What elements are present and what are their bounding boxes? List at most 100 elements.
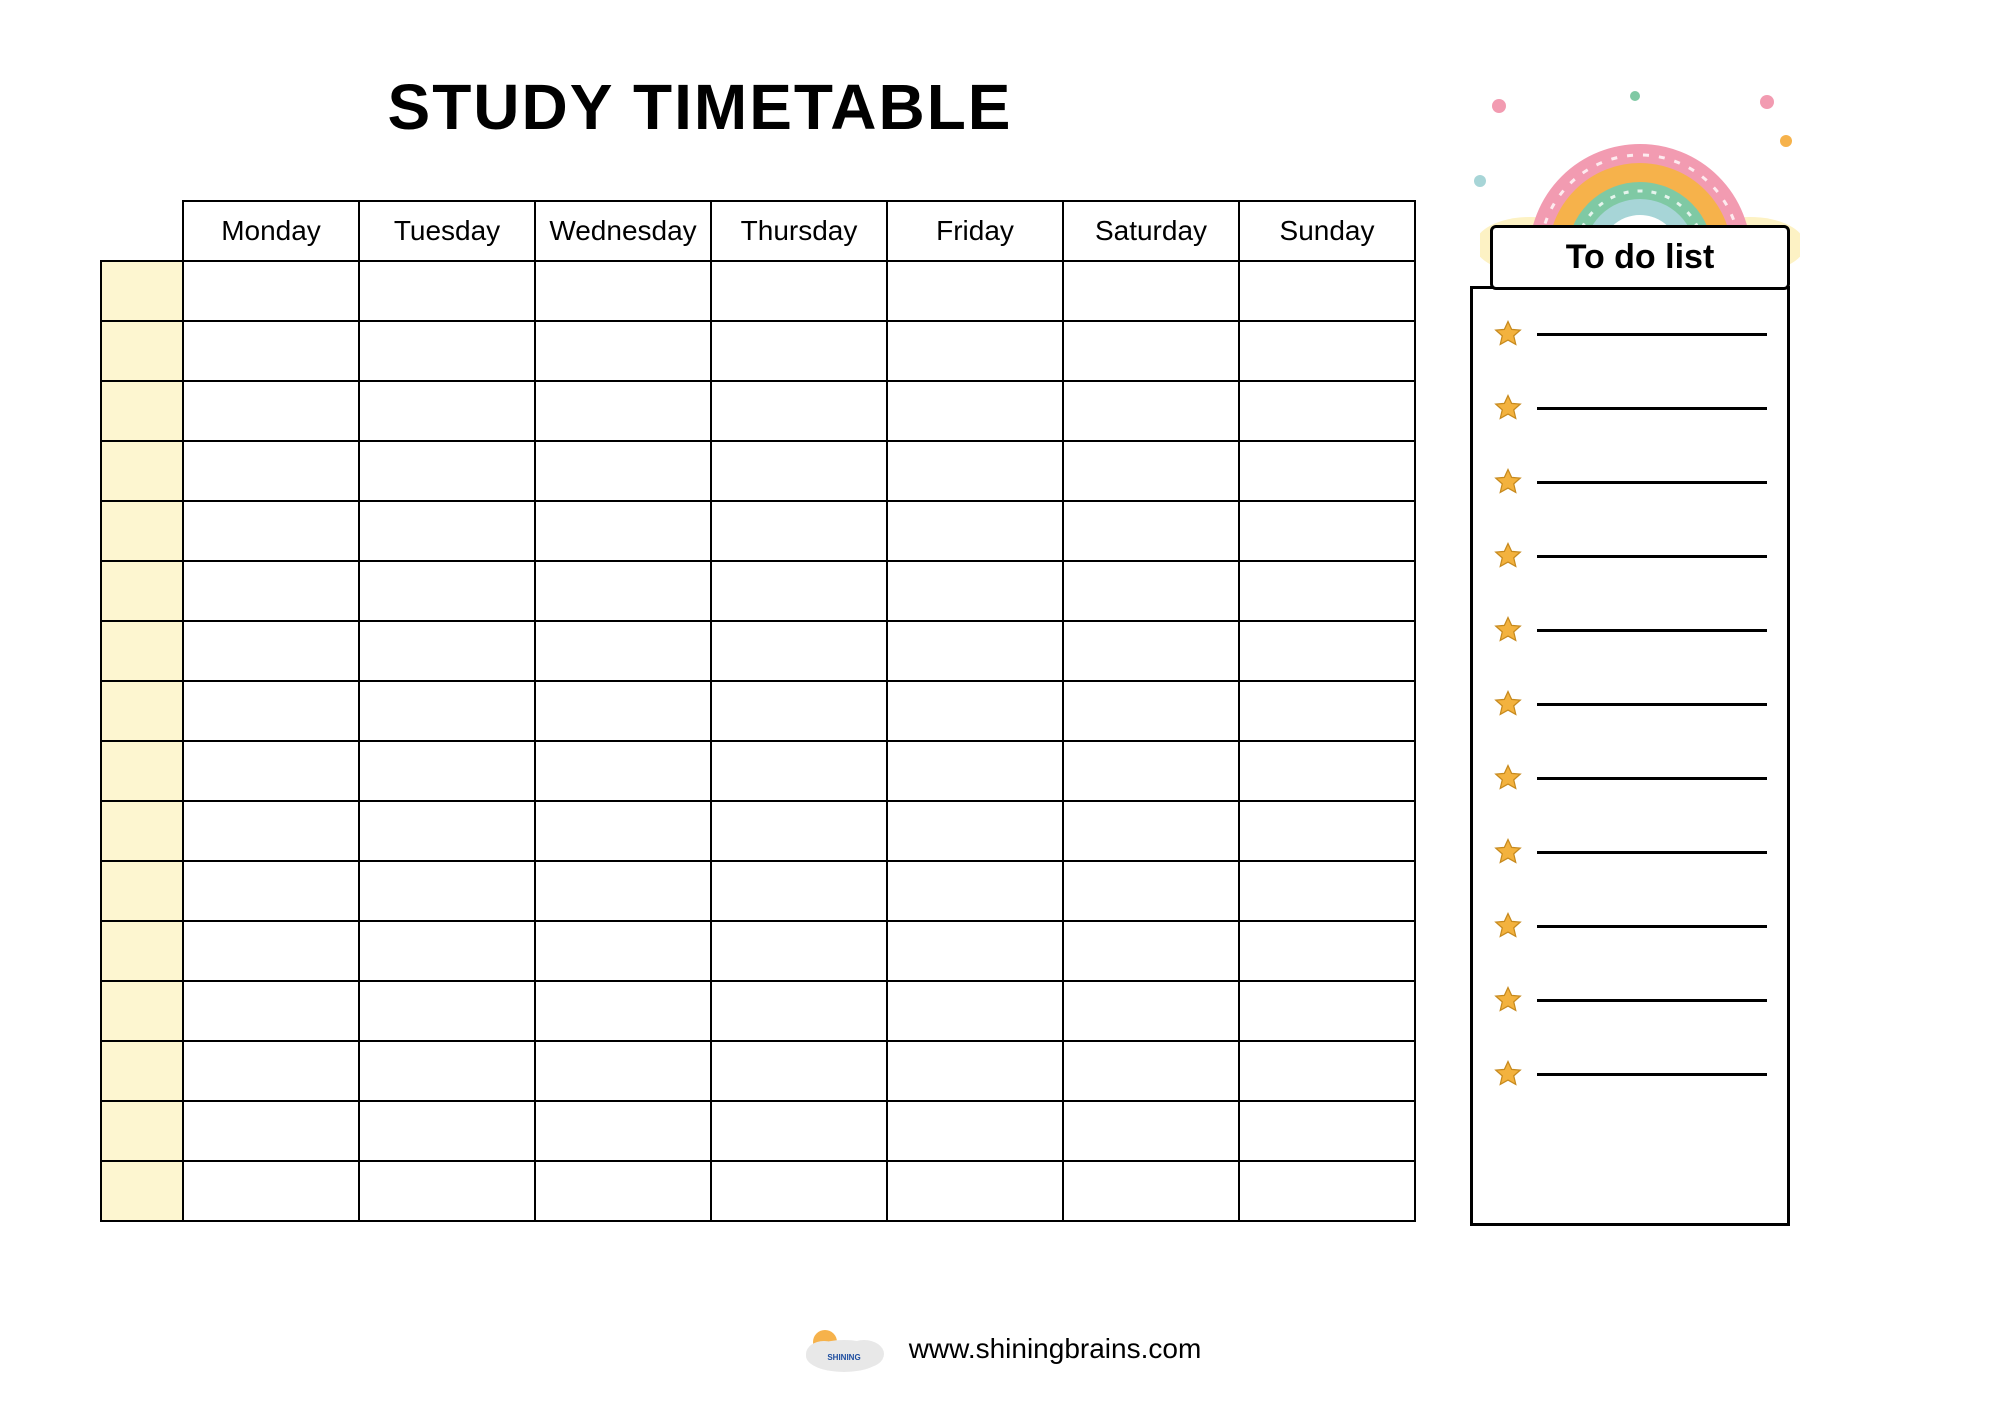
schedule-cell[interactable] xyxy=(887,681,1063,741)
schedule-cell[interactable] xyxy=(535,561,711,621)
schedule-cell[interactable] xyxy=(887,981,1063,1041)
schedule-cell[interactable] xyxy=(711,1041,887,1101)
time-cell[interactable] xyxy=(101,261,183,321)
todo-line[interactable] xyxy=(1537,555,1767,558)
todo-line[interactable] xyxy=(1537,925,1767,928)
schedule-cell[interactable] xyxy=(711,261,887,321)
todo-line[interactable] xyxy=(1537,851,1767,854)
schedule-cell[interactable] xyxy=(711,381,887,441)
schedule-cell[interactable] xyxy=(1239,801,1415,861)
schedule-cell[interactable] xyxy=(711,1101,887,1161)
schedule-cell[interactable] xyxy=(183,621,359,681)
schedule-cell[interactable] xyxy=(1239,741,1415,801)
schedule-cell[interactable] xyxy=(887,261,1063,321)
schedule-cell[interactable] xyxy=(359,561,535,621)
schedule-cell[interactable] xyxy=(1239,381,1415,441)
schedule-cell[interactable] xyxy=(535,921,711,981)
todo-item[interactable] xyxy=(1493,615,1767,645)
todo-item[interactable] xyxy=(1493,911,1767,941)
schedule-cell[interactable] xyxy=(1239,321,1415,381)
schedule-cell[interactable] xyxy=(887,621,1063,681)
todo-item[interactable] xyxy=(1493,763,1767,793)
schedule-cell[interactable] xyxy=(183,1041,359,1101)
schedule-cell[interactable] xyxy=(1239,861,1415,921)
schedule-cell[interactable] xyxy=(711,681,887,741)
schedule-cell[interactable] xyxy=(359,261,535,321)
todo-line[interactable] xyxy=(1537,481,1767,484)
todo-line[interactable] xyxy=(1537,777,1767,780)
todo-line[interactable] xyxy=(1537,333,1767,336)
schedule-cell[interactable] xyxy=(711,501,887,561)
schedule-cell[interactable] xyxy=(183,681,359,741)
schedule-cell[interactable] xyxy=(183,741,359,801)
schedule-cell[interactable] xyxy=(887,861,1063,921)
schedule-cell[interactable] xyxy=(535,621,711,681)
time-cell[interactable] xyxy=(101,1101,183,1161)
schedule-cell[interactable] xyxy=(887,921,1063,981)
schedule-cell[interactable] xyxy=(1239,1041,1415,1101)
schedule-cell[interactable] xyxy=(183,861,359,921)
todo-line[interactable] xyxy=(1537,1073,1767,1076)
schedule-cell[interactable] xyxy=(183,321,359,381)
schedule-cell[interactable] xyxy=(359,921,535,981)
schedule-cell[interactable] xyxy=(359,621,535,681)
schedule-cell[interactable] xyxy=(1063,1101,1239,1161)
time-cell[interactable] xyxy=(101,861,183,921)
schedule-cell[interactable] xyxy=(711,921,887,981)
schedule-cell[interactable] xyxy=(887,441,1063,501)
time-cell[interactable] xyxy=(101,1041,183,1101)
schedule-cell[interactable] xyxy=(1239,501,1415,561)
schedule-cell[interactable] xyxy=(535,861,711,921)
schedule-cell[interactable] xyxy=(711,321,887,381)
schedule-cell[interactable] xyxy=(183,1161,359,1221)
schedule-cell[interactable] xyxy=(359,1101,535,1161)
schedule-cell[interactable] xyxy=(535,381,711,441)
time-cell[interactable] xyxy=(101,561,183,621)
schedule-cell[interactable] xyxy=(1063,261,1239,321)
schedule-cell[interactable] xyxy=(1063,321,1239,381)
schedule-cell[interactable] xyxy=(711,801,887,861)
schedule-cell[interactable] xyxy=(359,501,535,561)
schedule-cell[interactable] xyxy=(1239,621,1415,681)
schedule-cell[interactable] xyxy=(711,621,887,681)
schedule-cell[interactable] xyxy=(711,981,887,1041)
schedule-cell[interactable] xyxy=(359,1161,535,1221)
schedule-cell[interactable] xyxy=(535,1161,711,1221)
todo-item[interactable] xyxy=(1493,837,1767,867)
schedule-cell[interactable] xyxy=(1239,921,1415,981)
schedule-cell[interactable] xyxy=(535,801,711,861)
schedule-cell[interactable] xyxy=(183,921,359,981)
todo-item[interactable] xyxy=(1493,319,1767,349)
schedule-cell[interactable] xyxy=(1063,501,1239,561)
schedule-cell[interactable] xyxy=(887,381,1063,441)
schedule-cell[interactable] xyxy=(359,1041,535,1101)
schedule-cell[interactable] xyxy=(1063,801,1239,861)
schedule-cell[interactable] xyxy=(535,1101,711,1161)
schedule-cell[interactable] xyxy=(1063,1161,1239,1221)
time-cell[interactable] xyxy=(101,981,183,1041)
schedule-cell[interactable] xyxy=(535,981,711,1041)
todo-item[interactable] xyxy=(1493,393,1767,423)
schedule-cell[interactable] xyxy=(183,801,359,861)
time-cell[interactable] xyxy=(101,501,183,561)
schedule-cell[interactable] xyxy=(1063,1041,1239,1101)
schedule-cell[interactable] xyxy=(359,681,535,741)
schedule-cell[interactable] xyxy=(1063,561,1239,621)
schedule-cell[interactable] xyxy=(183,561,359,621)
schedule-cell[interactable] xyxy=(359,861,535,921)
schedule-cell[interactable] xyxy=(1239,261,1415,321)
schedule-cell[interactable] xyxy=(1239,681,1415,741)
schedule-cell[interactable] xyxy=(711,561,887,621)
schedule-cell[interactable] xyxy=(1063,861,1239,921)
schedule-cell[interactable] xyxy=(1063,441,1239,501)
schedule-cell[interactable] xyxy=(1063,621,1239,681)
schedule-cell[interactable] xyxy=(359,741,535,801)
schedule-cell[interactable] xyxy=(887,501,1063,561)
schedule-cell[interactable] xyxy=(359,981,535,1041)
schedule-cell[interactable] xyxy=(887,561,1063,621)
schedule-cell[interactable] xyxy=(1239,561,1415,621)
todo-item[interactable] xyxy=(1493,541,1767,571)
schedule-cell[interactable] xyxy=(359,321,535,381)
schedule-cell[interactable] xyxy=(887,801,1063,861)
schedule-cell[interactable] xyxy=(359,381,535,441)
